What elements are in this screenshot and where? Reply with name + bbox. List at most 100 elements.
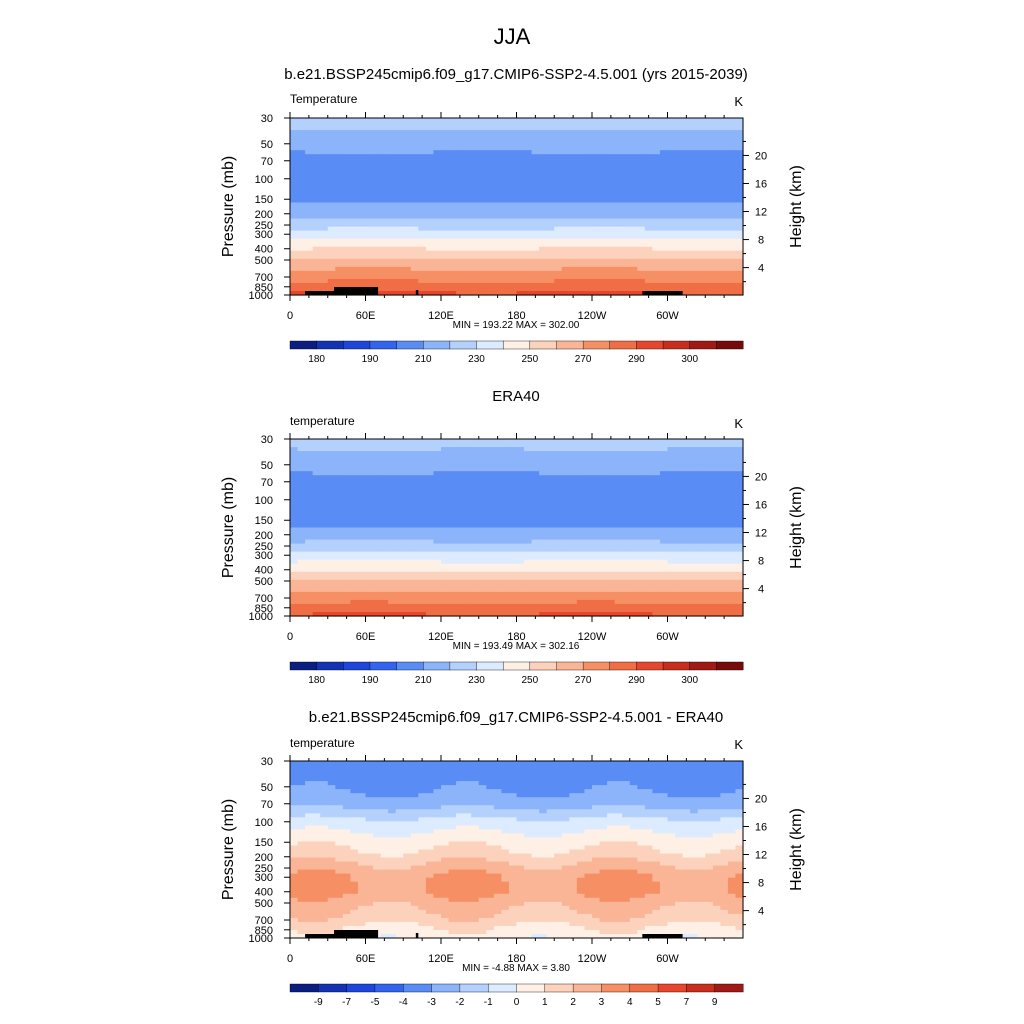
contour-cell [652, 523, 661, 529]
contour-cell [373, 122, 382, 127]
contour-cell [350, 543, 359, 549]
contour-cell [373, 439, 382, 444]
contour-cell [335, 158, 344, 163]
contour-cell [425, 282, 435, 288]
contour-cell [652, 579, 661, 585]
contour-cell [637, 286, 646, 292]
contour-cell [531, 154, 540, 159]
contour-cell [524, 483, 533, 488]
contour-cell [418, 274, 427, 280]
contour-cell [614, 250, 623, 256]
contour-cell [418, 583, 427, 589]
contour-cell [614, 278, 623, 284]
contour-cell [584, 150, 593, 155]
contour-cell [478, 202, 487, 208]
contour-cell [350, 122, 359, 127]
contour-cell [690, 511, 699, 517]
contour-cell [418, 262, 427, 268]
contour-cell [682, 254, 691, 260]
colorbar-swatch [476, 340, 504, 350]
contour-cell [478, 210, 487, 216]
contour-cell [599, 118, 608, 123]
y-tick-label: 200 [255, 209, 273, 221]
contour-cell [622, 455, 631, 460]
contour-cell [592, 138, 601, 143]
contour-cell [312, 238, 321, 244]
contour-cell [493, 178, 502, 183]
contour-cell [659, 455, 669, 460]
contour-cell [456, 250, 465, 256]
contour-cell [539, 531, 548, 537]
contour-cell [365, 238, 374, 244]
contour-cell [320, 258, 329, 264]
contour-cell [614, 190, 623, 196]
contour-cell [312, 539, 321, 545]
contour-cell [629, 559, 638, 565]
contour-cell [471, 142, 480, 147]
contour-cell [667, 122, 676, 127]
contour-cell [592, 118, 601, 123]
contour-cell [335, 182, 344, 187]
contour-cell [539, 130, 548, 135]
contour-cell [637, 174, 646, 179]
contour-cell [335, 210, 344, 216]
contour-cell [350, 146, 359, 151]
contour-cell [561, 214, 570, 220]
contour-cell [312, 447, 321, 452]
contour-cell [569, 118, 578, 123]
contour-cell [592, 198, 601, 204]
contour-cell [705, 439, 714, 444]
contour-cell [357, 459, 367, 464]
contour-cell [365, 459, 374, 464]
contour-cell [599, 443, 608, 448]
contour-cell [456, 555, 465, 561]
contour-cell [433, 567, 442, 573]
contour-cell [712, 230, 721, 236]
contour-cell [312, 495, 321, 500]
contour-cell [705, 463, 714, 468]
contour-cell [735, 467, 744, 472]
contour-cell [365, 206, 374, 212]
contour-cell [546, 459, 555, 464]
contour-cell [380, 575, 389, 581]
contour-cell [463, 118, 472, 123]
contour-cell [463, 182, 472, 187]
contour-cell [380, 274, 389, 280]
contour-cell [690, 222, 699, 228]
contour-cell [448, 138, 457, 143]
contour-cell [524, 234, 533, 240]
contour-cell [697, 150, 706, 155]
contour-cell [320, 479, 329, 484]
contour-cell [652, 134, 661, 139]
contour-cell [441, 230, 450, 236]
contour-cell [667, 254, 676, 260]
contour-cell [486, 166, 495, 171]
contour-cell [705, 575, 714, 581]
contour-cell [350, 270, 359, 276]
contour-cell [697, 487, 706, 492]
contour-cell [297, 202, 306, 208]
contour-cell [569, 194, 578, 200]
contour-cell [335, 274, 344, 280]
contour-cell [388, 479, 397, 484]
contour-cell [441, 459, 450, 464]
contour-cell [644, 507, 653, 513]
contour-cell [539, 270, 548, 276]
contour-cell [501, 491, 510, 496]
contour-cell [712, 567, 721, 573]
contour-cell [561, 439, 570, 444]
contour-cell [373, 471, 382, 476]
contour-cell [516, 274, 525, 280]
contour-cell [659, 499, 669, 504]
contour-cell [508, 523, 518, 529]
contour-cell [576, 178, 586, 183]
contour-cell [365, 503, 374, 508]
contour-cell [697, 459, 706, 464]
contour-cell [441, 146, 450, 151]
contour-cell [576, 535, 586, 541]
contour-cell [456, 439, 465, 444]
contour-cell [516, 178, 525, 183]
contour-cell [629, 583, 638, 589]
contour-cell [516, 479, 525, 484]
contour-cell [463, 491, 472, 496]
